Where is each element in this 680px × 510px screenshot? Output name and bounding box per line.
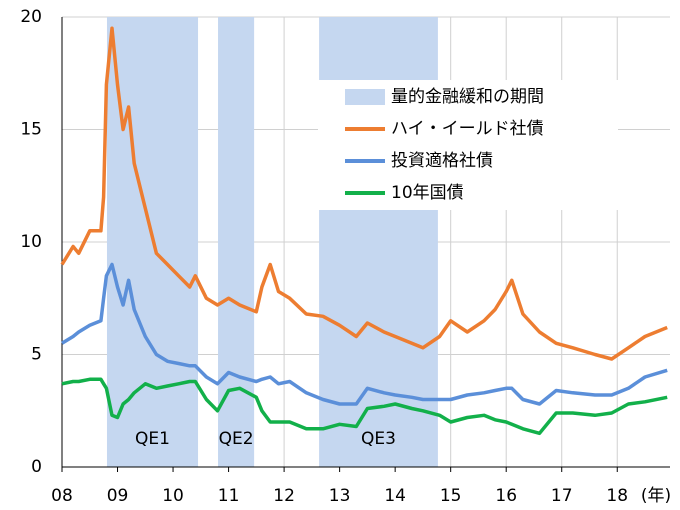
legend-label: 量的金融緩和の期間: [391, 87, 544, 107]
x-tick-label: 08: [51, 486, 73, 506]
y-tick-label: 15: [20, 120, 42, 140]
qe-label: QE3: [361, 429, 396, 449]
legend-label: 10年国債: [391, 183, 464, 203]
y-tick-label: 10: [20, 232, 42, 252]
series-line: [60, 26, 668, 361]
x-tick-label: 12: [273, 486, 295, 506]
qe-label: QE1: [135, 429, 170, 449]
x-unit-label: (年): [641, 486, 671, 506]
x-tick-label: 17: [551, 486, 573, 506]
x-tick-label: 11: [218, 486, 240, 506]
series-line: [61, 377, 668, 436]
x-tick-label: 09: [107, 486, 129, 506]
x-tick-label: 18: [606, 486, 628, 506]
legend-label: ハイ・イールド社債: [391, 119, 544, 139]
x-tick-label: 13: [329, 486, 351, 506]
series-line: [61, 262, 668, 406]
legend-label: 投資適格社債: [391, 151, 493, 171]
y-tick-label: 0: [31, 457, 42, 477]
x-tick-label: 10: [162, 486, 184, 506]
x-tick-label: 15: [440, 486, 462, 506]
y-tick-label: 20: [20, 7, 42, 27]
qe-label: QE2: [219, 429, 254, 449]
x-tick-label: 16: [495, 486, 517, 506]
y-tick-label: 5: [31, 345, 42, 365]
x-tick-label: 14: [384, 486, 406, 506]
legend-swatch: [345, 89, 385, 105]
